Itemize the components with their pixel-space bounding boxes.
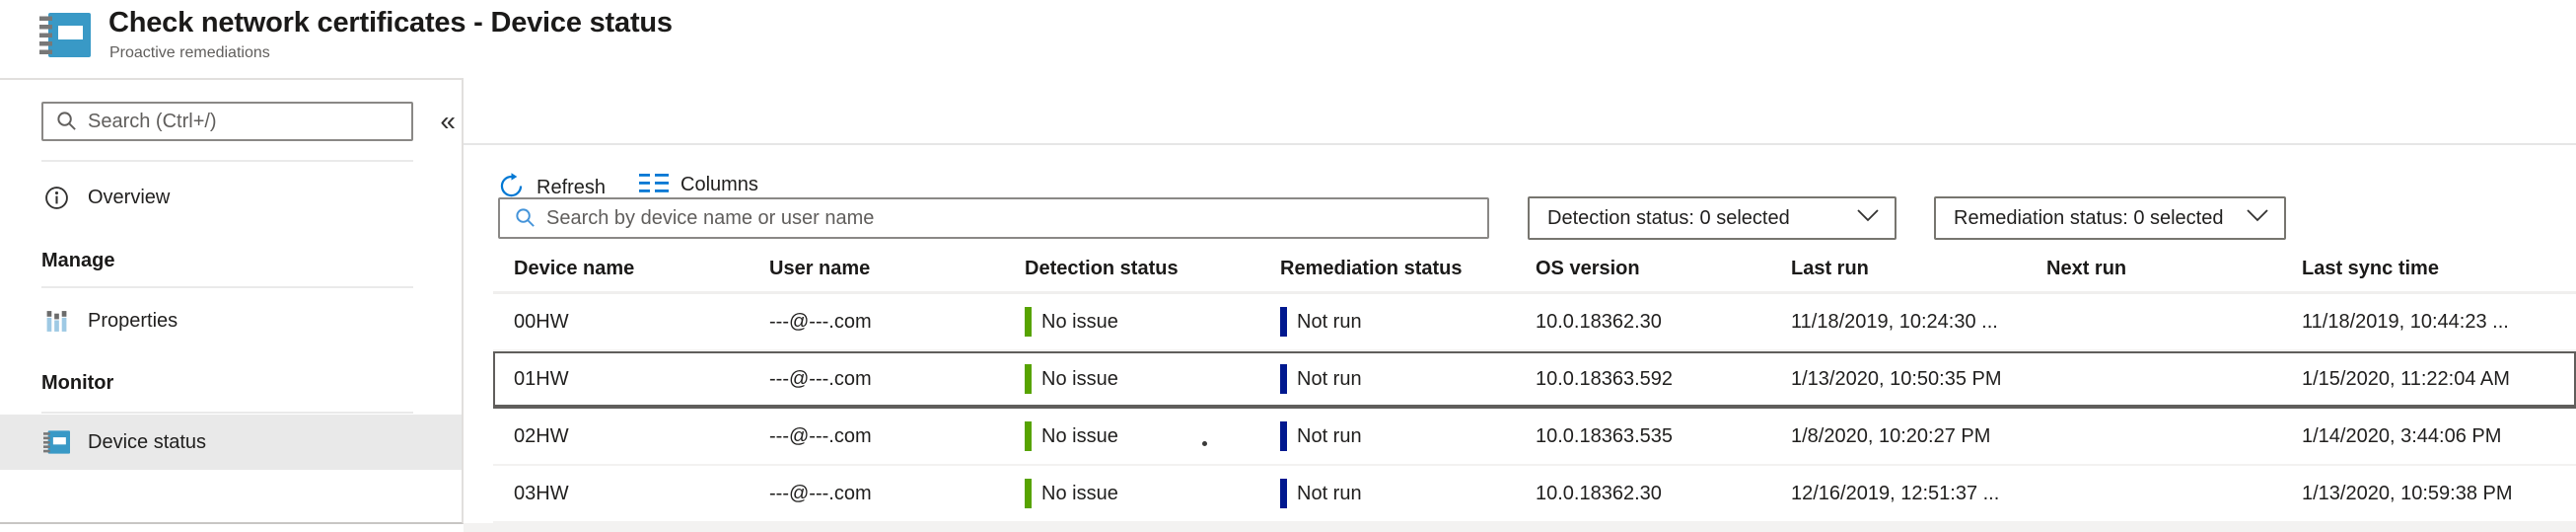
detection-status-cell: No issue bbox=[1025, 307, 1280, 337]
info-icon bbox=[43, 186, 70, 210]
refresh-button[interactable]: Refresh bbox=[498, 173, 606, 202]
last-run-cell: 11/18/2019, 10:24:30 ... bbox=[1791, 310, 1998, 333]
remediation-filter-label: Remediation status: 0 selected bbox=[1954, 206, 2224, 229]
os-version-cell: 10.0.18362.30 bbox=[1536, 482, 1662, 504]
status-bar-navy bbox=[1280, 364, 1287, 394]
status-bar-green bbox=[1025, 479, 1032, 508]
column-header-user-name[interactable]: User name bbox=[769, 258, 871, 279]
status-bar-navy bbox=[1280, 421, 1287, 451]
device-name-cell: 02HW bbox=[514, 424, 569, 447]
detection-status-filter[interactable]: Detection status: 0 selected bbox=[1528, 196, 1896, 240]
sidebar-search-input[interactable] bbox=[88, 110, 411, 133]
columns-icon bbox=[639, 173, 669, 196]
sidebar-item-label: Properties bbox=[88, 309, 179, 332]
table-row[interactable]: 03HW ---@---.com No issue Not run 10.0.1… bbox=[493, 466, 2576, 523]
table-header-row: Device name User name Detection status R… bbox=[493, 247, 2576, 294]
os-version-cell: 10.0.18362.30 bbox=[1536, 310, 1662, 333]
table-row[interactable]: 02HW ---@---.com No issue Not run 10.0.1… bbox=[493, 409, 2576, 466]
status-bar-green bbox=[1025, 307, 1032, 337]
device-name-cell: 03HW bbox=[514, 482, 569, 504]
detection-status-cell: No issue bbox=[1025, 479, 1280, 508]
table-row[interactable]: 00HW ---@---.com No issue Not run 10.0.1… bbox=[493, 294, 2576, 351]
sidebar: « Overview Manage Propert bbox=[0, 78, 464, 524]
next-row-sliver bbox=[464, 523, 2576, 532]
column-header-os-version[interactable]: OS version bbox=[1536, 258, 1640, 279]
status-bar-navy bbox=[1280, 307, 1287, 337]
sidebar-item-device-status[interactable]: Device status bbox=[0, 415, 462, 470]
search-icon bbox=[514, 206, 537, 234]
sidebar-item-overview[interactable]: Overview bbox=[0, 173, 462, 222]
page-title: Check network certificates - Device stat… bbox=[108, 7, 673, 38]
divider bbox=[41, 286, 413, 288]
last-run-cell: 1/13/2020, 10:50:35 PM bbox=[1791, 367, 2002, 390]
last-run-cell: 1/8/2020, 10:20:27 PM bbox=[1791, 424, 1991, 447]
notebook-script-icon bbox=[43, 430, 70, 454]
device-name-cell: 01HW bbox=[514, 367, 569, 390]
remediation-status-cell: Not run bbox=[1280, 364, 1536, 394]
column-header-device-name[interactable]: Device name bbox=[514, 258, 635, 279]
sidebar-item-label: Device status bbox=[88, 430, 207, 453]
last-sync-time-cell: 11/18/2019, 10:44:23 ... bbox=[2302, 310, 2509, 333]
remediation-status-cell: Not run bbox=[1280, 479, 1536, 508]
columns-label: Columns bbox=[680, 173, 758, 195]
last-sync-time-cell: 1/13/2020, 10:59:38 PM bbox=[2302, 482, 2513, 504]
last-run-cell: 12/16/2019, 12:51:37 ... bbox=[1791, 482, 2000, 504]
table-body: 00HW ---@---.com No issue Not run 10.0.1… bbox=[493, 294, 2576, 523]
main-content: Refresh Columns Detection status: 0 sele… bbox=[464, 78, 2576, 532]
refresh-label: Refresh bbox=[537, 176, 607, 198]
user-name-cell: ---@---.com bbox=[769, 367, 872, 390]
detection-status-cell: No issue bbox=[1025, 364, 1280, 394]
sidebar-search-box[interactable] bbox=[41, 102, 413, 141]
collapse-sidebar-button[interactable]: « bbox=[440, 106, 456, 136]
stray-dot-artifact: . bbox=[1202, 441, 1207, 446]
status-bar-green bbox=[1025, 364, 1032, 394]
table-row[interactable]: 01HW ---@---.com No issue Not run 10.0.1… bbox=[493, 351, 2576, 409]
sliders-icon bbox=[43, 309, 70, 334]
page-subtitle: Proactive remediations bbox=[109, 44, 270, 61]
notebook-script-icon bbox=[39, 13, 91, 62]
column-header-next-run[interactable]: Next run bbox=[2046, 258, 2127, 279]
user-name-cell: ---@---.com bbox=[769, 424, 872, 447]
sidebar-item-properties[interactable]: Properties bbox=[0, 295, 462, 346]
device-search-input[interactable] bbox=[546, 206, 1487, 230]
column-header-last-sync-time[interactable]: Last sync time bbox=[2302, 258, 2439, 279]
refresh-icon bbox=[498, 173, 525, 202]
remediation-status-filter[interactable]: Remediation status: 0 selected bbox=[1934, 196, 2286, 240]
detection-status-cell: No issue bbox=[1025, 421, 1280, 451]
chevron-down-icon bbox=[2247, 209, 2268, 227]
os-version-cell: 10.0.18363.592 bbox=[1536, 367, 1674, 390]
remediation-status-cell: Not run bbox=[1280, 307, 1536, 337]
column-header-last-run[interactable]: Last run bbox=[1791, 258, 1869, 279]
sidebar-item-label: Overview bbox=[88, 186, 171, 208]
chevron-down-icon bbox=[1857, 209, 1879, 227]
user-name-cell: ---@---.com bbox=[769, 310, 872, 333]
divider bbox=[41, 412, 413, 414]
os-version-cell: 10.0.18363.535 bbox=[1536, 424, 1674, 447]
device-name-cell: 00HW bbox=[514, 310, 569, 333]
last-sync-time-cell: 1/14/2020, 3:44:06 PM bbox=[2302, 424, 2502, 447]
section-title-manage: Manage bbox=[41, 250, 115, 271]
column-header-remediation-status[interactable]: Remediation status bbox=[1280, 258, 1463, 279]
status-bar-navy bbox=[1280, 479, 1287, 508]
section-title-monitor: Monitor bbox=[41, 372, 114, 394]
remediation-status-cell: Not run bbox=[1280, 421, 1536, 451]
user-name-cell: ---@---.com bbox=[769, 482, 872, 504]
column-header-detection-status[interactable]: Detection status bbox=[1025, 258, 1179, 279]
divider bbox=[41, 160, 413, 162]
last-sync-time-cell: 1/15/2020, 11:22:04 AM bbox=[2302, 367, 2510, 390]
search-icon bbox=[55, 110, 78, 137]
device-status-table: Device name User name Detection status R… bbox=[493, 247, 2576, 523]
columns-button[interactable]: Columns bbox=[639, 173, 758, 196]
status-bar-green bbox=[1025, 421, 1032, 451]
toolbar-divider bbox=[464, 143, 2576, 145]
device-search-box[interactable] bbox=[498, 197, 1489, 239]
blade-header: Check network certificates - Device stat… bbox=[0, 0, 2576, 78]
detection-filter-label: Detection status: 0 selected bbox=[1547, 206, 1790, 229]
